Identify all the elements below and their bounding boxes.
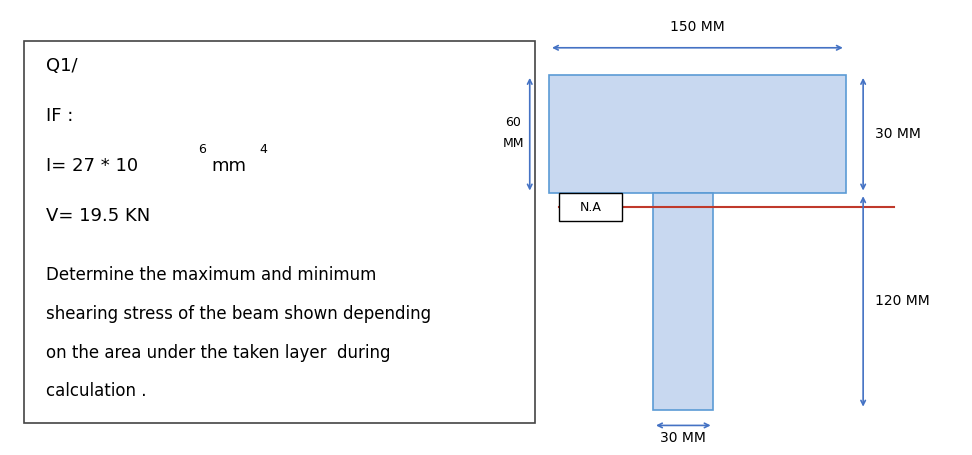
Bar	[549, 75, 846, 193]
Text: shearing stress of the beam shown depending: shearing stress of the beam shown depend…	[46, 305, 431, 323]
Text: IF :: IF :	[46, 107, 73, 125]
Text: 6: 6	[198, 143, 206, 157]
Text: on the area under the taken layer  during: on the area under the taken layer during	[46, 344, 390, 362]
Text: mm: mm	[211, 157, 246, 175]
Text: Determine the maximum and minimum: Determine the maximum and minimum	[46, 266, 376, 284]
Text: 30 MM: 30 MM	[660, 431, 707, 445]
Bar	[559, 193, 622, 221]
Text: 60: 60	[505, 116, 521, 129]
Bar	[653, 193, 713, 410]
Text: 150 MM: 150 MM	[670, 20, 724, 34]
Text: I= 27 * 10: I= 27 * 10	[46, 157, 138, 175]
Text: 120 MM: 120 MM	[875, 294, 929, 308]
Text: Q1/: Q1/	[46, 57, 78, 75]
Bar	[24, 41, 535, 423]
Text: 4: 4	[260, 143, 267, 157]
Text: MM: MM	[503, 137, 524, 150]
Text: V= 19.5 KN: V= 19.5 KN	[46, 207, 150, 225]
Text: 30 MM: 30 MM	[875, 127, 920, 141]
Text: calculation .: calculation .	[46, 382, 146, 400]
Text: N.A: N.A	[579, 201, 602, 213]
